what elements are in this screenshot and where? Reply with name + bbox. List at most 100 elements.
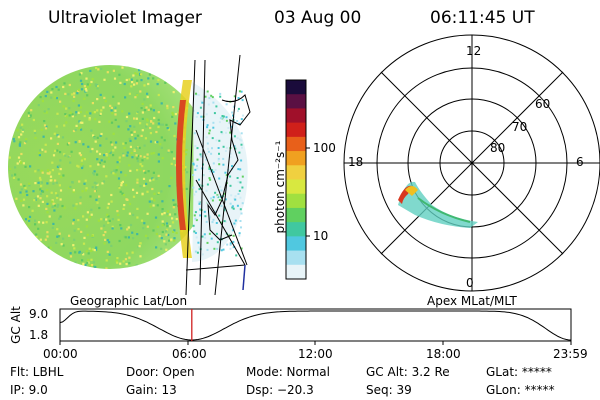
globe-speckle-dot: [167, 128, 170, 131]
globe-speckle-dot: [108, 120, 111, 123]
globe-speckle-dot: [166, 225, 169, 228]
globe-speckle-dot: [79, 79, 83, 82]
globe-speckle-dot: [56, 165, 59, 168]
globe-speckle-dot: [173, 237, 176, 240]
aurora-speckle-dot: [216, 195, 219, 198]
aurora-speckle-dot: [200, 155, 203, 158]
globe-speckle-dot: [37, 227, 40, 230]
aurora-speckle-dot: [213, 247, 216, 250]
aurora-speckle-dot: [228, 122, 230, 124]
aurora-speckle-dot: [216, 241, 219, 244]
globe-speckle-dot: [85, 111, 89, 114]
globe-speckle-dot: [129, 139, 132, 142]
aurora-speckle-dot: [234, 195, 237, 198]
aurora-speckle-dot: [192, 174, 195, 176]
aurora-speckle-dot: [210, 237, 213, 240]
globe-speckle-dot: [155, 177, 158, 180]
globe-speckle-dot: [62, 244, 65, 247]
globe-speckle-dot: [90, 264, 94, 267]
globe-speckle-dot: [63, 153, 66, 156]
globe-speckle-dot: [103, 78, 106, 81]
globe-speckle-dot: [68, 142, 71, 145]
date-label: 03 Aug 00: [274, 8, 362, 28]
globe-speckle-dot: [63, 124, 66, 127]
globe-speckle-dot: [166, 107, 169, 110]
globe-speckle-dot: [57, 203, 60, 206]
globe-speckle-dot: [56, 149, 59, 152]
globe-speckle-dot: [124, 174, 127, 177]
globe-speckle-dot: [146, 212, 149, 215]
globe-speckle-dot: [95, 248, 98, 251]
globe-speckle-dot: [8, 168, 12, 171]
globe-speckle-dot: [92, 261, 95, 264]
globe-speckle-dot: [166, 210, 169, 213]
globe-speckle-dot: [67, 93, 70, 96]
globe-speckle-dot: [125, 115, 129, 119]
aurora-speckle-dot: [218, 139, 221, 142]
globe-speckle-dot: [80, 251, 83, 254]
globe-speckle-dot: [40, 128, 43, 131]
globe-speckle-dot: [148, 73, 151, 76]
globe-speckle-dot: [69, 252, 72, 255]
globe-speckle-dot: [146, 92, 149, 95]
globe-speckle-dot: [119, 262, 122, 265]
globe-speckle-dot: [136, 93, 139, 97]
globe-speckle-dot: [74, 261, 77, 264]
globe-speckle-dot: [143, 98, 146, 101]
globe-speckle-dot: [79, 110, 82, 114]
globe-speckle-dot: [139, 185, 142, 188]
globe-image: [8, 65, 248, 269]
globe-speckle-dot: [94, 118, 97, 121]
aurora-speckle-dot: [208, 166, 211, 169]
globe-speckle-dot: [105, 153, 108, 156]
aurora-speckle-dot: [209, 170, 212, 173]
globe-speckle-dot: [44, 95, 47, 98]
aurora-speckle-dot: [205, 189, 208, 192]
globe-speckle-dot: [87, 145, 90, 148]
globe-speckle-dot: [96, 109, 99, 112]
globe-speckle-dot: [52, 202, 55, 205]
globe-speckle-dot: [158, 235, 161, 238]
aurora-speckle-dot: [206, 142, 209, 145]
globe-speckle-dot: [87, 258, 90, 262]
aurora-speckle-dot: [196, 251, 199, 254]
globe-speckle-dot: [83, 158, 86, 161]
aurora-speckle-dot: [196, 167, 199, 170]
globe-speckle-dot: [68, 234, 71, 237]
globe-speckle-dot: [131, 81, 134, 84]
globe-speckle-dot: [115, 169, 118, 172]
info-door: Door: Open: [126, 365, 195, 379]
globe-speckle-dot: [91, 102, 94, 105]
timeline-ytick-low: 1.8: [29, 328, 49, 342]
globe-speckle-dot: [85, 187, 88, 190]
mlt-label-0: 0: [466, 276, 474, 290]
globe-speckle-dot: [105, 267, 108, 269]
globe-speckle-dot: [56, 142, 59, 145]
globe-speckle-dot: [99, 134, 102, 137]
globe-speckle-dot: [53, 96, 57, 99]
globe-speckle-dot: [27, 217, 30, 220]
aurora-speckle-dot: [229, 152, 232, 155]
globe-speckle-dot: [58, 172, 61, 175]
globe-speckle-dot: [37, 221, 41, 224]
aurora-speckle-dot: [228, 234, 231, 237]
globe-speckle-dot: [112, 172, 115, 175]
globe-speckle-dot: [157, 125, 160, 129]
globe-speckle-dot: [161, 224, 164, 227]
globe-speckle-dot: [95, 246, 98, 249]
globe-speckle-dot: [45, 111, 48, 114]
globe-speckle-dot: [40, 181, 43, 184]
aurora-speckle-dot: [240, 143, 243, 146]
aurora-speckle-dot: [222, 163, 225, 166]
globe-speckle-dot: [150, 152, 153, 155]
aurora-speckle-dot: [238, 90, 241, 93]
globe-speckle-dot: [173, 239, 176, 242]
aurora-speckle-dot: [198, 246, 201, 249]
globe-speckle-dot: [54, 179, 57, 182]
globe-speckle-dot: [38, 154, 41, 157]
globe-speckle-dot: [129, 169, 132, 172]
globe-speckle-dot: [86, 94, 89, 97]
aurora-speckle-dot: [196, 164, 198, 167]
globe-speckle-dot: [35, 235, 38, 238]
globe-speckle-dot: [28, 219, 31, 222]
